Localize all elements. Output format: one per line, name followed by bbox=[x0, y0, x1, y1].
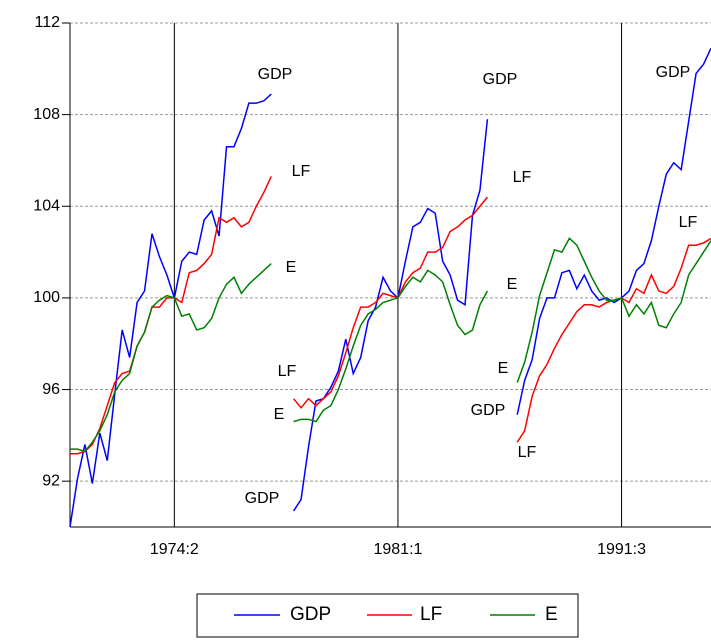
y-tick-label: 92 bbox=[42, 472, 60, 489]
annotation: LF bbox=[513, 169, 532, 186]
annotation: E bbox=[507, 276, 518, 293]
annotation: E bbox=[498, 360, 509, 377]
annotation: GDP bbox=[471, 402, 506, 419]
y-tick-label: 112 bbox=[34, 14, 60, 31]
x-tick-label: 1974:2 bbox=[150, 541, 199, 558]
y-tick-label: 96 bbox=[42, 381, 60, 398]
annotation: E bbox=[286, 259, 297, 276]
legend-label: E bbox=[545, 604, 558, 625]
annotation: LF bbox=[679, 214, 698, 231]
annotation: GDP bbox=[656, 64, 691, 81]
annotation: LF bbox=[292, 163, 311, 180]
series-line bbox=[70, 176, 711, 455]
annotation: LF bbox=[278, 363, 297, 380]
x-tick-label: 1981:1 bbox=[373, 541, 422, 558]
legend-label: GDP bbox=[290, 604, 331, 625]
series-line bbox=[70, 237, 711, 453]
y-tick-label: 100 bbox=[33, 289, 60, 306]
annotation: LF bbox=[518, 444, 537, 461]
annotation: GDP bbox=[245, 490, 280, 507]
x-tick-label: 1991:3 bbox=[597, 541, 646, 558]
legend-label: LF bbox=[420, 604, 442, 625]
annotation: GDP bbox=[258, 66, 293, 83]
y-tick-label: 104 bbox=[33, 197, 60, 214]
series-line bbox=[69, 47, 711, 528]
annotation: E bbox=[274, 406, 285, 423]
y-tick-label: 108 bbox=[33, 106, 60, 123]
annotation: GDP bbox=[483, 71, 518, 88]
